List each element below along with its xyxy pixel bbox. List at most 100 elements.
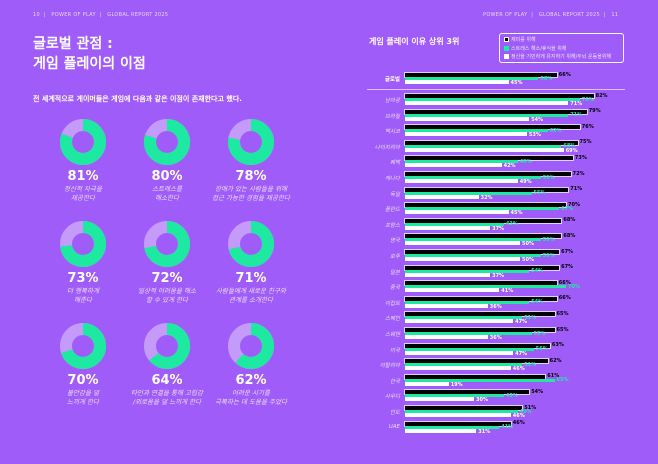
bar-value-label: 37%: [492, 225, 505, 232]
bar-stress-relief: [405, 285, 566, 289]
bar-value-label: 37%: [492, 272, 505, 279]
bar-value-label: 32%: [480, 194, 493, 201]
donut-fill: [60, 221, 106, 267]
legend-swatch-black: [504, 37, 509, 42]
bar-stress-relief: [405, 300, 530, 304]
bar-value-label: 46%: [512, 413, 525, 419]
bar-mental: [405, 413, 511, 417]
bar-value-label: 79%: [588, 108, 601, 115]
bar-value-label: 59%: [542, 236, 555, 243]
bar-fun: [404, 108, 588, 115]
bar-value-label: 65%: [556, 377, 569, 384]
donut-chart: [60, 323, 106, 369]
donut-fill: [228, 119, 274, 165]
benefit-label-line: 느끼게 한다: [67, 398, 99, 406]
bar-mental: [405, 319, 514, 324]
bar-stress-relief: [405, 363, 523, 367]
benefit-label: 정신적 자극을 제공한다: [8, 185, 158, 203]
benefit-label: 장애가 있는 사람들을 위해 접근 가능한 경험을 제공한다: [176, 185, 326, 203]
bar-fun: [404, 72, 558, 78]
bar-mental: [405, 397, 474, 402]
bar-value-label: 36%: [489, 335, 502, 341]
bar-value-label: 68%: [563, 232, 576, 239]
bar-fun: [404, 202, 567, 209]
bar-stress-relief: [405, 144, 562, 148]
bar-mental: [405, 194, 479, 199]
bar-mental: [405, 303, 488, 308]
bar-value-label: 45%: [510, 80, 523, 86]
donut-chart: [144, 323, 190, 369]
page-title: 글로벌 관점 : 게임 플레이의 이점: [33, 34, 146, 74]
bar-value-label: 45%: [510, 210, 523, 217]
bar-stress-relief: [405, 316, 523, 320]
benefit-label: 사람들에게 새로운 친구와 관계를 소개한다: [176, 287, 326, 305]
benefit-label-line: /외로움을 덜 느끼게 한다: [132, 398, 202, 406]
benefit-percent: 80%: [151, 169, 183, 184]
benefit-label-line: 접근 가능한 경험을 제공한다: [212, 194, 290, 202]
header-report: GLOBAL REPORT 2025: [107, 12, 169, 18]
bar-mental: [405, 132, 527, 137]
bar-stress-relief: [405, 238, 541, 242]
bar-stress-relief: [405, 113, 569, 117]
bar-value-label: 66%: [558, 279, 571, 286]
bar-value-label: 43%: [505, 221, 518, 228]
category-label: 프랑스: [384, 222, 400, 229]
bar-value-label: 71%: [570, 101, 583, 107]
benefit-label-line: 해준다: [74, 296, 92, 304]
category-label: 나이지리아: [374, 144, 400, 151]
bar-value-label: 70%: [568, 201, 580, 208]
category-label: 미국: [389, 347, 400, 354]
benefit-percent: 71%: [235, 271, 267, 286]
benefit-item: 62% 어려운 시기를 극복하는 데 도움을 주었다: [176, 322, 326, 407]
bar-stress-relief: [405, 269, 530, 273]
bar-mental: [405, 225, 491, 230]
benefit-label-line: 정신적 자극을: [64, 185, 102, 193]
benefit-label-line: 타인과 연결을 통해 고립감: [131, 389, 203, 397]
benefit-label: 스트레스를 해소한다: [92, 185, 242, 203]
bar-mental: [405, 241, 520, 246]
bar-value-label: 67%: [561, 205, 574, 212]
donut-chart: [228, 323, 274, 369]
chart-legend: 재미를 위해 스트레스 해소/휴식을 위해 정신을 기민하게 유지하기 위해/두…: [499, 33, 624, 63]
bar-mental: [405, 428, 477, 433]
bar-value-label: 54%: [531, 299, 544, 306]
bar-mental: [405, 366, 511, 371]
bar-value-label: 43%: [505, 392, 518, 399]
bar-value-label: 51%: [524, 361, 537, 368]
benefit-label-line: 어려운 시기를: [232, 389, 270, 397]
bar-value-label: 49%: [519, 158, 532, 165]
bar-fun: [404, 171, 572, 177]
benefit-percent: 64%: [151, 373, 183, 388]
bar-value-label: 71%: [570, 186, 583, 193]
benefit-item: 81% 정신적 자극을 제공한다: [8, 118, 158, 203]
bar-value-label: 71%: [570, 112, 583, 119]
title-line-2: 게임 플레이의 이점: [33, 56, 146, 72]
donut-fill: [144, 323, 190, 369]
bar-value-label: 30%: [476, 397, 488, 404]
bar-stress-relief: [405, 77, 539, 80]
benefit-item: 73% 더 행복하게 해준다: [8, 220, 158, 305]
benefit-percent: 78%: [235, 169, 267, 184]
category-label: 이집트: [384, 300, 400, 307]
bar-mental: [405, 101, 569, 105]
bar-fun: [404, 342, 551, 349]
bar-value-label: 54%: [531, 116, 544, 123]
bar-stress-relief: [405, 254, 541, 257]
donut-fill: [228, 221, 274, 267]
bar-value-label: 41%: [501, 424, 514, 431]
bar-fun: [404, 295, 558, 302]
bar-stress-relief: [405, 98, 580, 101]
bar-value-label: 36%: [489, 303, 502, 310]
category-label: 캐나다: [384, 176, 400, 182]
legend-item: 정신을 기민하게 유지하기 위해/두뇌 운동을위해: [504, 53, 619, 62]
bar-stress-relief: [405, 222, 504, 226]
category-label: 일본: [389, 269, 400, 276]
bar-value-label: 50%: [522, 257, 534, 263]
bar-stress-relief: [405, 378, 555, 382]
donut-chart: [144, 221, 190, 267]
bar-value-label: 62%: [549, 127, 562, 134]
category-label: 멕시코: [384, 129, 400, 136]
page-subtitle: 전 세계적으로 게이머들은 게임에 다음과 같은 이점이 존재한다고 했다.: [33, 95, 242, 103]
bar-fun: [403, 405, 524, 411]
donut-chart: [228, 221, 274, 267]
